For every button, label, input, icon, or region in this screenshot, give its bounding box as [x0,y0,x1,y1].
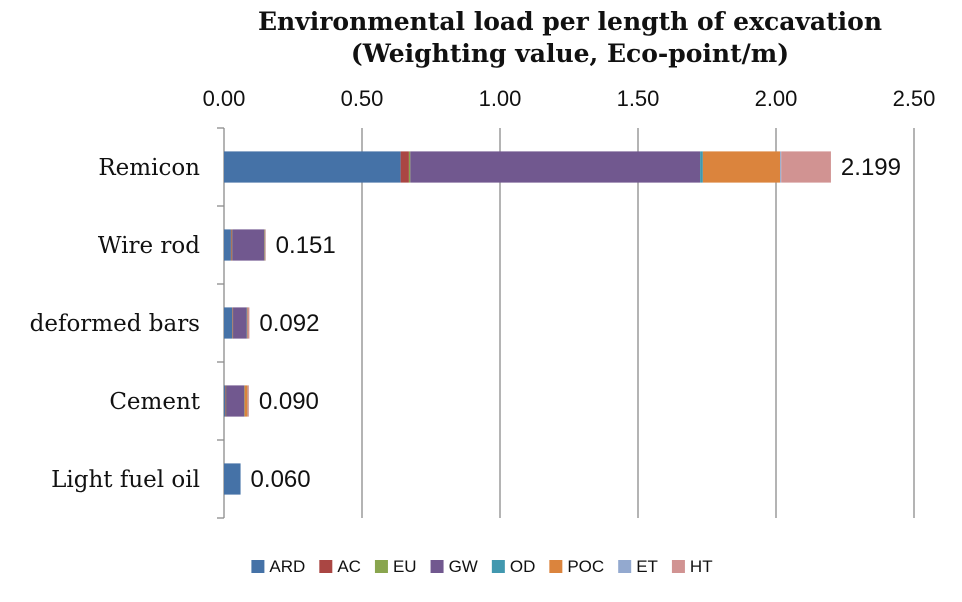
legend-item: GW [430,557,478,576]
legend-swatch [374,560,388,573]
x-tick-label: 2.50 [893,86,936,111]
bar-segment-eu [408,151,411,183]
chart-subtitle: (Weighting value, Eco-point/m) [351,39,789,68]
bar-segment-ard [224,463,241,495]
legend-label: AC [337,557,361,576]
legend-label: OD [510,557,536,576]
bar-segment-ac [230,229,232,261]
legend-swatch [430,560,444,573]
x-axis-ticks: 0.00 0.50 1.00 1.50 2.00 2.50 [203,86,936,111]
legend-swatch [251,560,265,573]
bar-segment-od [700,151,703,183]
bar-segment-poc [244,385,248,417]
category-label: Remicon [98,155,200,181]
total-value-label: 0.092 [259,310,319,337]
total-value-label: 0.060 [251,466,311,493]
y-axis [217,127,225,519]
bar-segment-gw [410,151,701,183]
x-tick-label: 0.50 [341,86,384,111]
category-labels: Remicon Wire rod deformed bars Cement Light … [30,155,201,493]
total-value-label: 0.151 [276,232,336,259]
gridlines [361,128,915,518]
bar-segment-ht [265,229,266,261]
bar-segment-ht [781,151,831,183]
total-value-label: 2.199 [841,154,901,181]
x-tick-label: 1.50 [617,86,660,111]
bar-segment-et [780,151,782,183]
legend-label: EU [393,557,417,576]
legend-item: EU [374,557,417,576]
legend-swatch [319,560,333,573]
bar-segment-ht [248,385,249,417]
category-label: Light fuel oil [51,467,200,493]
bar-segment-gw [232,229,265,261]
legend-label: ET [636,557,658,576]
legend-swatch [618,560,632,573]
total-labels: 2.199 0.151 0.092 0.090 0.060 [251,154,901,493]
chart-title: Environmental load per length of excavat… [258,7,882,36]
legend-label: ARD [269,557,305,576]
x-tick-label: 1.00 [479,86,522,111]
legend-swatch [549,560,563,573]
legend: ARD AC EU GW OD POC ET HT [251,557,713,576]
bar-segment-poc [246,307,248,339]
bar-segment-poc [702,151,781,183]
legend-item: AC [319,557,361,576]
x-tick-label: 0.00 [203,86,246,111]
bar-segment-poc [264,229,265,261]
bar-segment-gw [226,385,245,417]
legend-label: POC [567,557,604,576]
x-tick-label: 2.00 [755,86,798,111]
bar-segment-ac [232,307,233,339]
category-label: Wire rod [98,233,200,259]
legend-item: POC [549,557,604,576]
legend-label: HT [690,557,713,576]
bar-segment-ard [224,307,233,339]
legend-item: ARD [251,557,305,576]
bar-segment-eu [231,229,233,261]
total-value-label: 0.090 [259,388,319,415]
category-label: deformed bars [30,311,200,337]
legend-swatch [491,560,505,573]
legend-swatch [671,560,685,573]
bar-segment-ac [400,151,409,183]
legend-item: OD [491,557,536,576]
legend-item: ET [618,557,658,576]
bars [224,151,831,495]
legend-item: HT [671,557,713,576]
bar-segment-gw [233,307,247,339]
bar-segment-ard [224,151,401,183]
bar-segment-ard [224,385,226,417]
bar-segment-ht [247,307,250,339]
bar-segment-ac [225,385,226,417]
legend-label: GW [449,557,478,576]
category-label: Cement [109,389,200,415]
bar-segment-ard [224,229,231,261]
